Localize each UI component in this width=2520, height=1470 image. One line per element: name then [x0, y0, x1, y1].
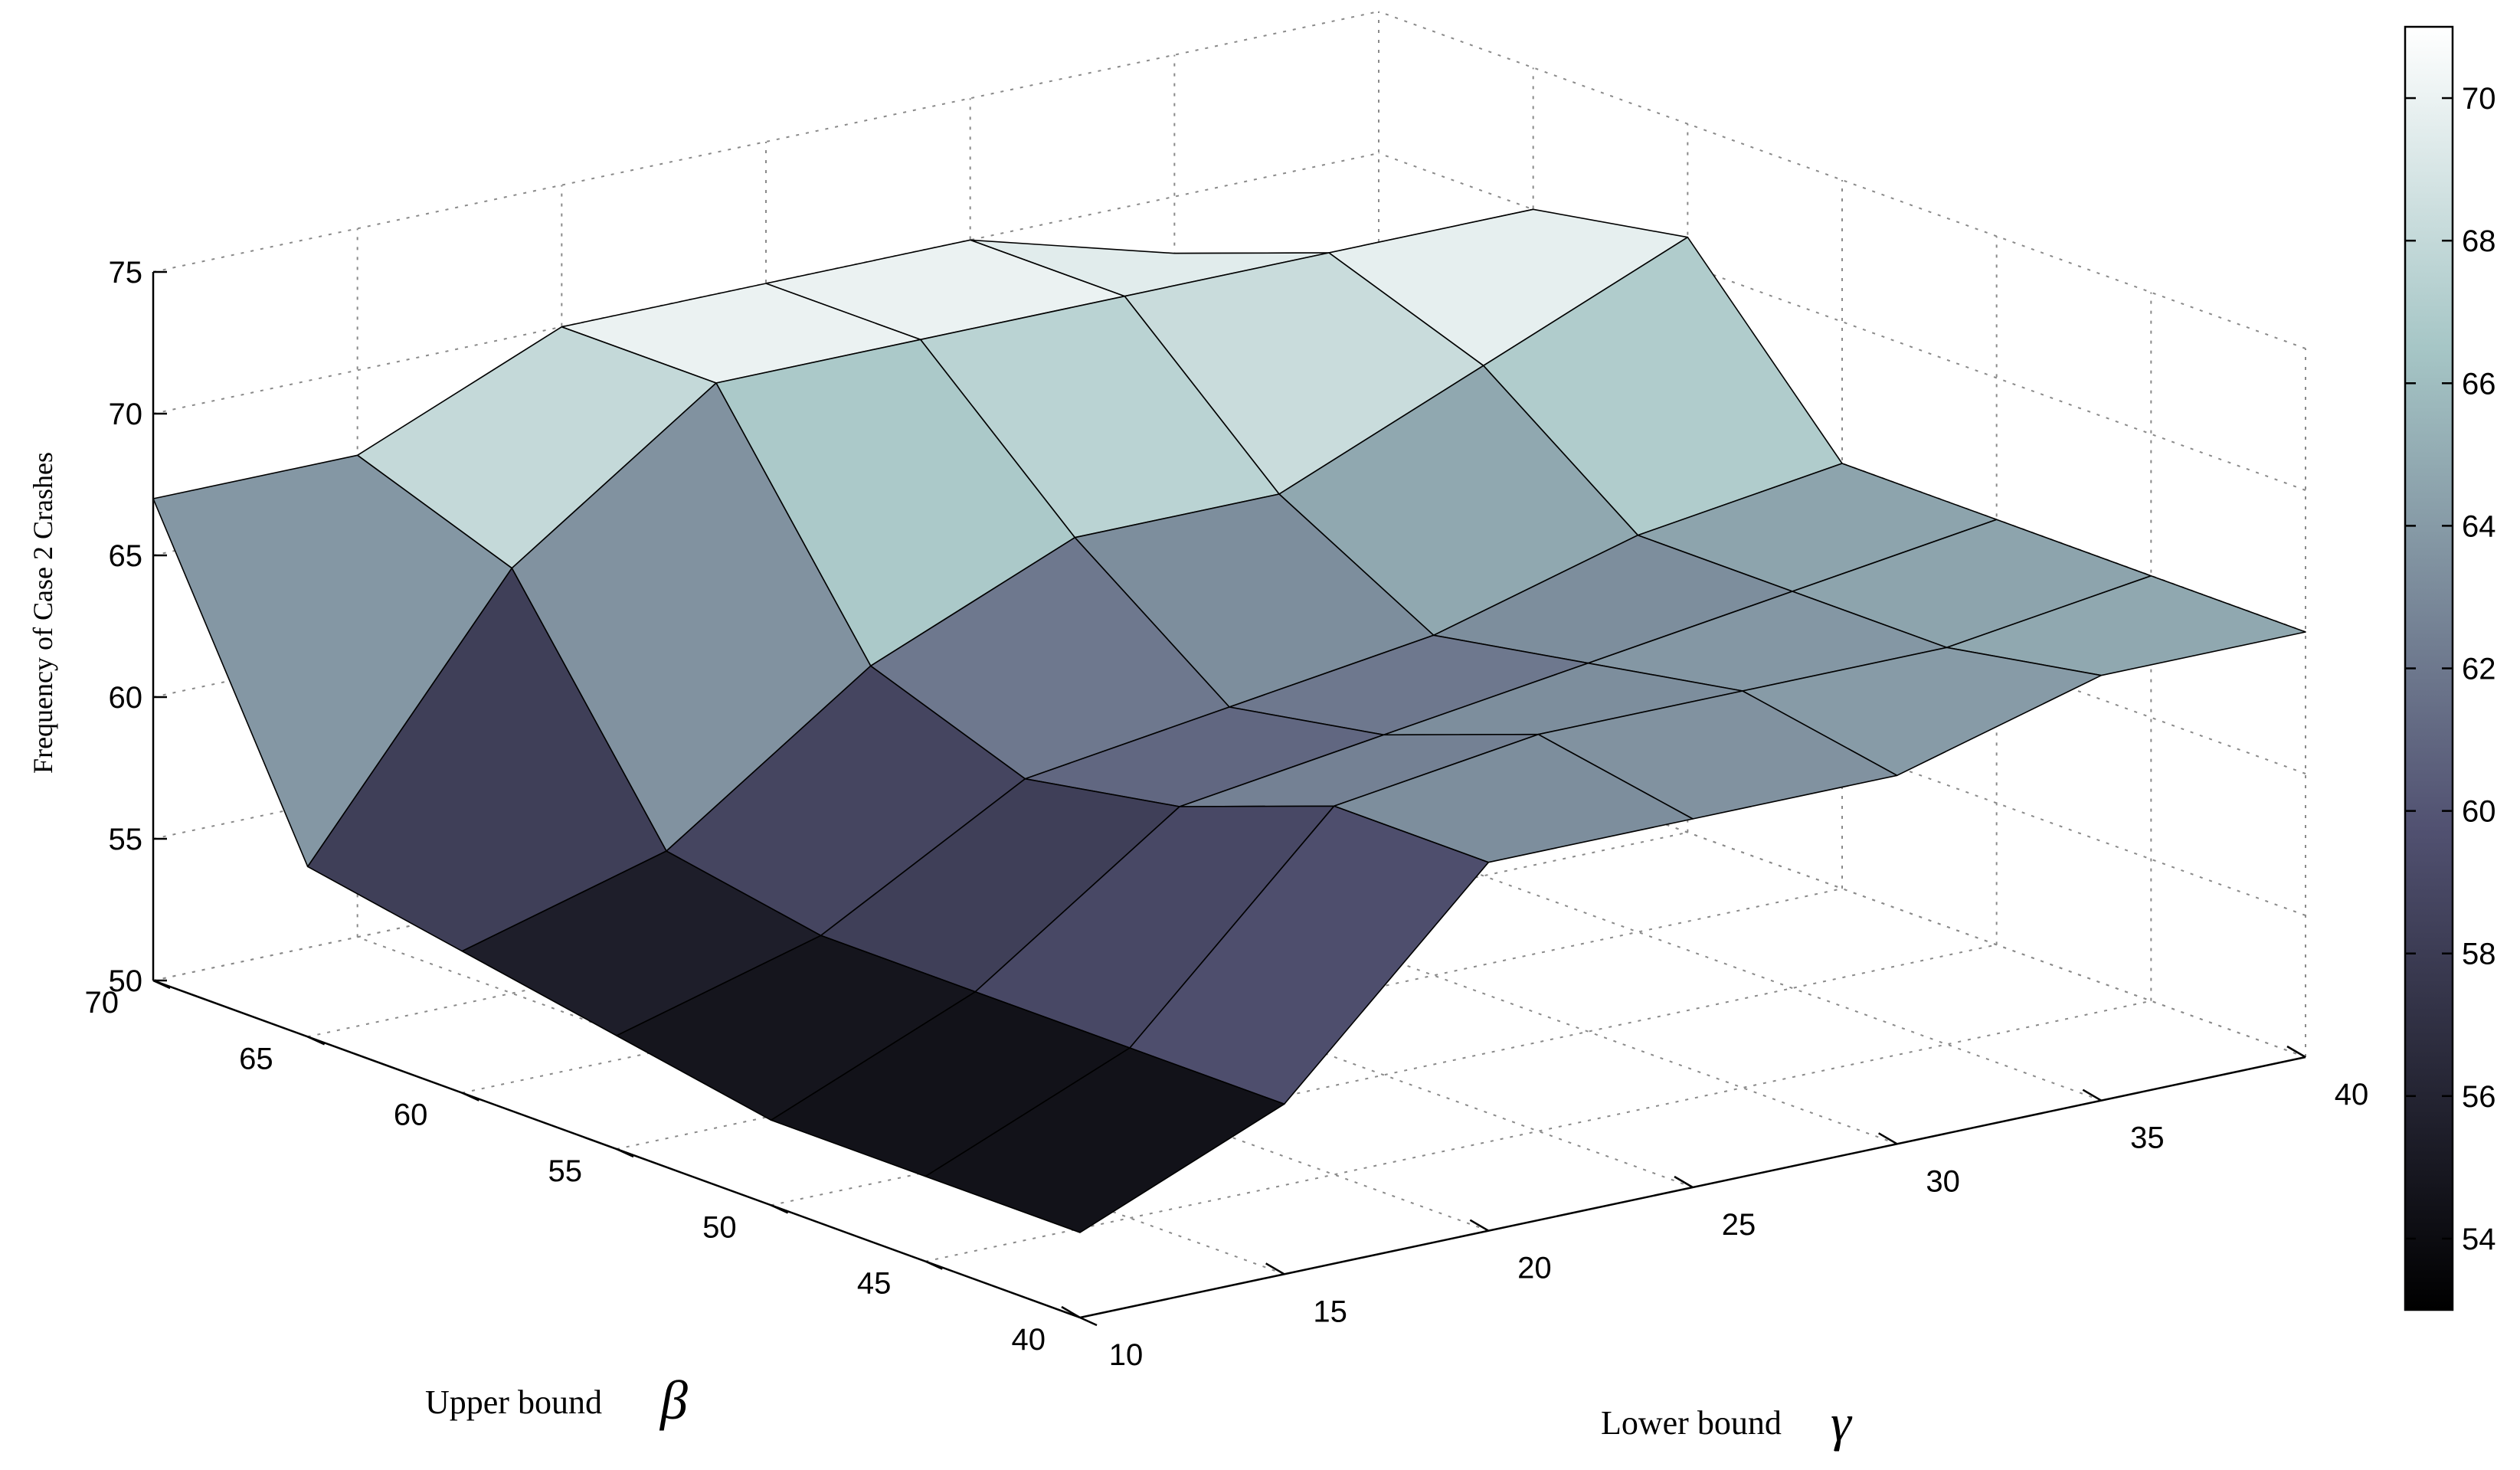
colorbar-tick-label: 70 — [2462, 82, 2496, 116]
colorbar: 54 56 58 60 62 64 66 68 70 — [2404, 25, 2496, 1311]
x-tick — [1265, 1262, 1285, 1275]
colorbar-tick-label: 60 — [2462, 795, 2496, 829]
y-tick — [1079, 1316, 1098, 1327]
x-tick-label: 25 — [1722, 1208, 1756, 1242]
x-tick-label: 40 — [2335, 1078, 2369, 1112]
y-tick — [616, 1148, 634, 1158]
y-tick — [152, 979, 171, 990]
y-tick-label: 65 — [239, 1042, 273, 1075]
x-tick-label: 10 — [1109, 1338, 1144, 1372]
y-tick-label: 55 — [548, 1154, 583, 1188]
y-tick-label: 50 — [702, 1210, 737, 1244]
x-tick — [1878, 1132, 1898, 1145]
z-axis-label: Frequency of Case 2 Crashes — [28, 452, 58, 774]
colorbar-tick-label: 56 — [2462, 1080, 2496, 1114]
y-tick — [925, 1260, 943, 1270]
x-axis-symbol: γ — [1831, 1393, 1853, 1452]
colorbar-tick-label: 66 — [2462, 367, 2496, 401]
colorbar-tick-label: 62 — [2462, 653, 2496, 686]
x-tick-label: 35 — [2130, 1121, 2165, 1155]
z-tick-label: 65 — [109, 539, 143, 573]
x-tick — [1674, 1175, 1694, 1189]
z-tick-label: 60 — [109, 681, 143, 715]
axes-layer: 50 55 60 65 70 75 40 45 50 55 60 65 70 10 15 20 25 30 35 40 — [85, 256, 2369, 1372]
y-tick-label: 45 — [857, 1267, 892, 1301]
labels-layer: Frequency of Case 2 Crashes Upper bound … — [28, 452, 1853, 1452]
x-axis-label: Lower bound — [1601, 1404, 1782, 1442]
x-tick-label: 20 — [1517, 1252, 1552, 1285]
colorbar-tick-label: 68 — [2462, 224, 2496, 258]
colorbar-tick-label: 64 — [2462, 509, 2496, 543]
colorbar-tick-label: 58 — [2462, 938, 2496, 971]
y-tick — [461, 1092, 479, 1102]
y-axis-symbol: β — [659, 1370, 688, 1431]
surface-patch — [925, 1047, 1285, 1233]
colorbar-tick-label: 54 — [2462, 1223, 2496, 1256]
surface-layer — [152, 208, 2306, 1233]
x-tick — [2082, 1089, 2102, 1102]
z-tick-label: 55 — [109, 823, 143, 856]
y-axis-label: Upper bound — [425, 1383, 602, 1421]
z-tick-label: 50 — [109, 964, 143, 998]
y-tick-label: 70 — [85, 986, 119, 1020]
y-tick — [307, 1036, 326, 1046]
y-tick-label: 40 — [1012, 1323, 1046, 1357]
y-tick-label: 60 — [394, 1098, 428, 1132]
x-tick-label: 30 — [1926, 1164, 1960, 1198]
x-tick — [1061, 1305, 1081, 1319]
x-tick — [2286, 1045, 2306, 1059]
x-tick — [1469, 1219, 1489, 1232]
z-tick-label: 75 — [109, 256, 143, 290]
z-tick-label: 70 — [109, 398, 143, 431]
x-tick-label: 15 — [1313, 1295, 1347, 1328]
y-tick — [771, 1204, 789, 1214]
